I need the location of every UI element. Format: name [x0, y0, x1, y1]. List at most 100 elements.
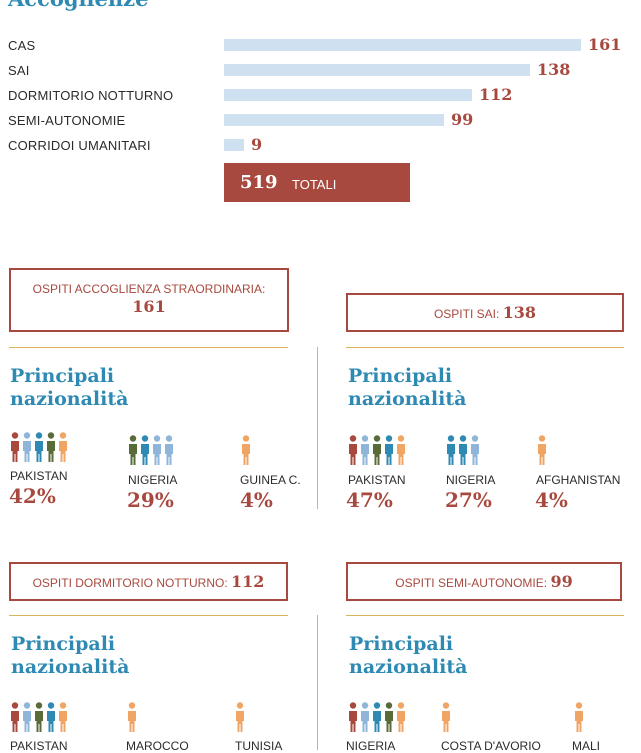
section-title-line: Principali [10, 365, 115, 387]
person-icon [471, 435, 479, 465]
nationality-name: NIGERIA [446, 473, 496, 487]
nationality-percent: 4% [535, 488, 568, 512]
bar-value-label: 99 [451, 110, 474, 129]
person-icon [59, 432, 67, 462]
bar-value-label: 112 [479, 85, 513, 104]
bar-category-label: CORRIDOI UMANITARI [8, 138, 151, 153]
card-sai-value: 138 [502, 303, 537, 322]
nationality-name: PAKISTAN [10, 469, 68, 483]
nationality-name: PAKISTAN [10, 739, 68, 753]
nationality-percent: 29% [127, 488, 174, 512]
person-icon [35, 702, 43, 732]
people-icon-group [349, 702, 405, 732]
divider-rule [9, 615, 288, 616]
people-icon-group [11, 432, 67, 462]
people-icon-group [242, 435, 250, 465]
card-dormitorio-value: 112 [231, 572, 265, 591]
person-icon [447, 435, 455, 465]
person-icon [242, 435, 250, 465]
bar-category-label: SEMI-AUTONOMIE [8, 113, 126, 128]
bar [224, 64, 530, 76]
nationality-percent: 27% [445, 488, 492, 512]
total-label: TOTALI [292, 177, 337, 192]
card-dormitorio: OSPITI DORMITORIO NOTTURNO: 112 [9, 562, 288, 601]
card-sai-header: OSPITI SAI: [433, 307, 500, 321]
section-title: Principali nazionalità [348, 365, 466, 411]
person-icon [165, 435, 173, 465]
section-title: Principali nazionalità [11, 633, 129, 679]
people-icon-group [442, 702, 450, 732]
person-icon [128, 702, 136, 732]
bar-category-label: DORMITORIO NOTTURNO [8, 88, 174, 103]
person-icon [153, 435, 161, 465]
person-icon [459, 435, 467, 465]
bar [224, 39, 581, 51]
people-icon-group [575, 702, 583, 732]
person-icon [361, 435, 369, 465]
person-icon [385, 435, 393, 465]
divider-rule [346, 615, 624, 616]
people-icon-group [11, 702, 67, 732]
section-title-line: nazionalità [10, 388, 129, 410]
person-icon [349, 435, 357, 465]
nationality-name: AFGHANISTAN [536, 473, 621, 487]
bar-category-label: SAI [8, 63, 30, 78]
person-icon [373, 435, 381, 465]
person-icon [349, 702, 357, 732]
card-sai: OSPITI SAI: 138 [346, 293, 624, 332]
nationality-percent: 47% [346, 488, 393, 512]
person-icon [23, 432, 31, 462]
total-box: 519 TOTALI [224, 163, 410, 202]
person-icon [442, 702, 450, 732]
person-icon [23, 702, 31, 732]
person-icon [575, 702, 583, 732]
person-icon [397, 435, 405, 465]
card-straordinaria: OSPITI ACCOGLIENZA STRAORDINARIA: 161 [9, 268, 289, 332]
nationality-name: COSTA D'AVORIO [441, 739, 541, 753]
person-icon [373, 702, 381, 732]
section-title-line: nazionalità [349, 656, 468, 678]
nationality-name: MALI [572, 739, 601, 753]
bar [224, 89, 472, 101]
person-icon [397, 702, 405, 732]
nationality-name: NIGERIA [346, 739, 396, 753]
card-semi-autonomie-value: 99 [550, 572, 573, 591]
section-title-line: nazionalità [348, 388, 467, 410]
nationality-name: NIGERIA [128, 473, 178, 487]
section-title: Principali nazionalità [10, 365, 128, 411]
vertical-divider [317, 347, 318, 509]
divider-rule [9, 347, 288, 348]
bar-value-label: 138 [537, 60, 571, 79]
person-icon [11, 702, 19, 732]
bar-value-label: 161 [588, 35, 622, 54]
person-icon [35, 432, 43, 462]
chart-title: Accoglienze [8, 0, 148, 11]
nationality-name: TUNISIA [235, 739, 283, 753]
nationality-percent: 4% [240, 488, 273, 512]
card-straordinaria-header: OSPITI ACCOGLIENZA STRAORDINARIA: [32, 282, 266, 296]
total-value: 519 [240, 172, 278, 193]
people-icon-group [349, 435, 405, 465]
person-icon [385, 702, 393, 732]
people-icon-group [447, 435, 479, 465]
person-icon [236, 702, 244, 732]
card-semi-autonomie-header: OSPITI SEMI-AUTONOMIE: [395, 576, 548, 590]
people-icon-group [129, 435, 173, 465]
section-title-line: Principali [348, 365, 453, 387]
section-title-line: nazionalità [11, 656, 130, 678]
section-title: Principali nazionalità [349, 633, 467, 679]
bar-value-label: 9 [251, 135, 263, 154]
bar [224, 114, 444, 126]
person-icon [47, 702, 55, 732]
person-icon [59, 702, 67, 732]
card-straordinaria-value: 161 [132, 297, 166, 316]
vertical-divider [317, 615, 318, 750]
person-icon [361, 702, 369, 732]
people-icon-group [128, 702, 136, 732]
nationality-name: GUINEA C. [240, 473, 301, 487]
nationality-name: MAROCCO [126, 739, 189, 753]
person-icon [11, 432, 19, 462]
section-title-line: Principali [11, 633, 116, 655]
person-icon [538, 435, 546, 465]
bar [224, 139, 244, 151]
